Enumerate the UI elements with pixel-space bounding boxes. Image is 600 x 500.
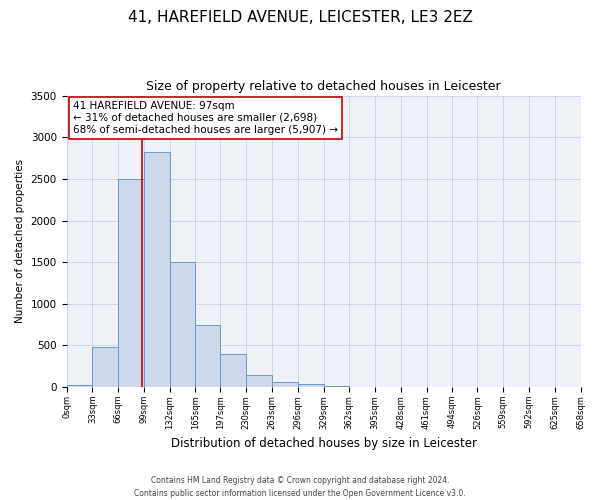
Bar (220, 354, 246, 387)
Bar (144, 152, 170, 387)
Bar (118, 179, 144, 387)
Text: 41 HAREFIELD AVENUE: 97sqm
← 31% of detached houses are smaller (2,698)
68% of s: 41 HAREFIELD AVENUE: 97sqm ← 31% of deta… (73, 102, 338, 134)
Bar (92, 347, 118, 387)
Text: Contains HM Land Registry data © Crown copyright and database right 2024.
Contai: Contains HM Land Registry data © Crown c… (134, 476, 466, 498)
Text: 41, HAREFIELD AVENUE, LEICESTER, LE3 2EZ: 41, HAREFIELD AVENUE, LEICESTER, LE3 2EZ (128, 10, 472, 25)
Title: Size of property relative to detached houses in Leicester: Size of property relative to detached ho… (146, 80, 501, 93)
Bar (246, 374, 272, 387)
Bar (272, 382, 298, 387)
Bar (67, 386, 92, 387)
Bar (196, 324, 220, 387)
Bar (298, 384, 323, 387)
Bar (170, 262, 196, 387)
Y-axis label: Number of detached properties: Number of detached properties (15, 160, 25, 324)
X-axis label: Distribution of detached houses by size in Leicester: Distribution of detached houses by size … (170, 437, 476, 450)
Bar (323, 386, 349, 387)
